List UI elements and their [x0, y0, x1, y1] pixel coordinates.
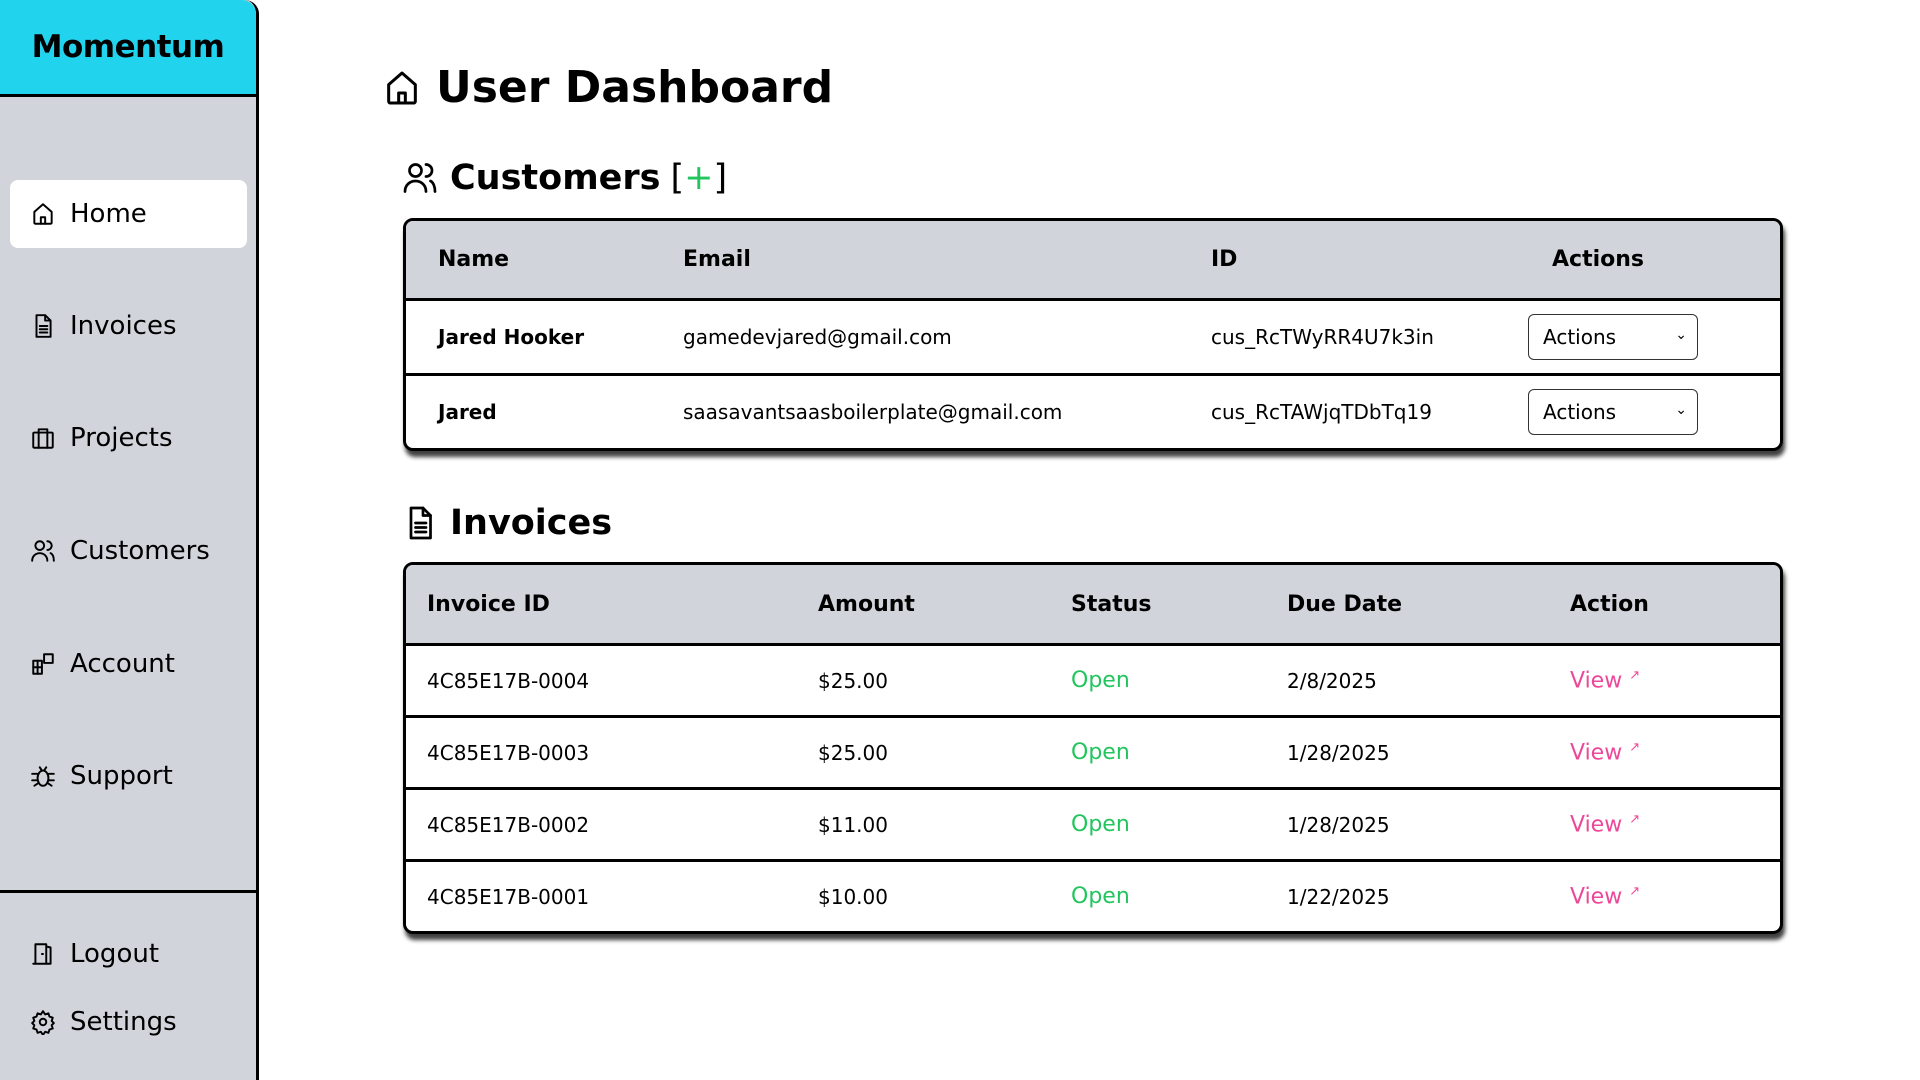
sidebar-item-label: Account [70, 649, 175, 679]
column-header: Status [1071, 591, 1152, 617]
home-icon [387, 71, 417, 104]
customers-heading-text: Customers [450, 158, 661, 198]
view-invoice-link[interactable]: View ↗ [1570, 884, 1640, 909]
sidebar-item-label: Support [70, 761, 173, 791]
home-icon [33, 203, 53, 225]
invoice-amount: $25.00 [818, 668, 888, 693]
invoices-heading-text: Invoices [450, 503, 613, 543]
account-icon [32, 653, 54, 675]
external-link-icon: ↗ [1629, 667, 1641, 683]
customers-table: Name Email ID Actions Jared Hooker gamed… [403, 218, 1783, 451]
add-customer-button[interactable]: [+] [671, 158, 728, 198]
sidebar-item-settings[interactable]: Settings [10, 988, 247, 1056]
users-icon [31, 540, 55, 562]
customers-heading: Customers [+] [402, 158, 727, 198]
invoice-amount: $25.00 [818, 740, 888, 765]
view-label: View [1570, 740, 1623, 766]
sidebar-item-home[interactable]: Home [10, 180, 247, 248]
gear-icon [31, 1010, 55, 1035]
invoice-due-date: 2/8/2025 [1287, 668, 1377, 693]
view-invoice-link[interactable]: View ↗ [1570, 668, 1640, 693]
chevron-down-icon: ⌄ [1675, 327, 1687, 343]
customer-id: cus_RcTAWjqTDbTq19 [1211, 400, 1432, 424]
invoice-id: 4C85E17B-0003 [427, 740, 590, 765]
column-header: Action [1570, 591, 1649, 617]
select-value: Actions [1543, 325, 1617, 349]
invoices-table: Invoice ID Amount Status Due Date Action… [403, 562, 1783, 934]
table-row: 4C85E17B-0001 $10.00 Open 1/22/2025 View… [406, 859, 1780, 931]
view-label: View [1570, 884, 1623, 910]
bug-icon [31, 766, 55, 787]
column-header: Amount [818, 591, 915, 617]
select-value: Actions [1543, 400, 1617, 424]
sidebar-item-invoices[interactable]: Invoices [10, 292, 247, 360]
status-badge: Open [1071, 740, 1130, 765]
customer-id: cus_RcTWyRR4U7k3in [1211, 325, 1434, 349]
sidebar-item-support[interactable]: Support [10, 742, 247, 810]
sidebar-item-label: Logout [70, 939, 160, 969]
invoice-due-date: 1/28/2025 [1287, 740, 1390, 765]
invoice-due-date: 1/22/2025 [1287, 884, 1390, 909]
view-invoice-link[interactable]: View ↗ [1570, 740, 1640, 765]
invoice-id: 4C85E17B-0001 [427, 884, 590, 909]
customer-name: Jared Hooker [438, 325, 585, 349]
column-header: Name [438, 247, 510, 272]
table-header: Name Email ID Actions [406, 221, 1780, 298]
customer-email: gamedevjared@gmail.com [683, 325, 952, 349]
view-label: View [1570, 668, 1623, 694]
customer-name: Jared [438, 400, 497, 424]
invoice-id: 4C85E17B-0002 [427, 812, 590, 837]
status-badge: Open [1071, 884, 1130, 909]
door-icon [32, 943, 52, 965]
plus-icon: + [684, 158, 714, 198]
sidebar-item-label: Settings [70, 1007, 177, 1037]
table-row: Jared saasavantsaasboilerplate@gmail.com… [406, 373, 1780, 448]
actions-select[interactable]: Actions ⌄ [1528, 314, 1698, 360]
status-badge: Open [1071, 812, 1130, 837]
column-header: Email [683, 247, 751, 272]
briefcase-icon [32, 428, 54, 449]
sidebar-item-label: Invoices [70, 311, 177, 341]
invoice-due-date: 1/28/2025 [1287, 812, 1390, 837]
sidebar-item-account[interactable]: Account [10, 630, 247, 698]
file-text-icon [409, 506, 432, 540]
invoice-amount: $11.00 [818, 812, 888, 837]
chevron-down-icon: ⌄ [1675, 402, 1687, 418]
column-header: Due Date [1287, 591, 1403, 617]
table-header: Invoice ID Amount Status Due Date Action [406, 565, 1780, 643]
table-row: Jared Hooker gamedevjared@gmail.com cus_… [406, 298, 1780, 373]
invoices-heading: Invoices [402, 502, 612, 544]
external-link-icon: ↗ [1629, 739, 1641, 755]
sidebar-divider [0, 890, 256, 893]
status-badge: Open [1071, 668, 1130, 693]
column-header: ID [1211, 247, 1238, 272]
sidebar: Momentum Home Invoices Projects Customer… [0, 0, 259, 1080]
sidebar-item-label: Home [70, 199, 147, 229]
customer-email: saasavantsaasboilerplate@gmail.com [683, 400, 1063, 424]
users-icon [403, 163, 437, 193]
sidebar-item-logout[interactable]: Logout [10, 920, 247, 988]
actions-select[interactable]: Actions ⌄ [1528, 389, 1698, 435]
invoice-id: 4C85E17B-0004 [427, 668, 590, 693]
sidebar-item-customers[interactable]: Customers [10, 517, 247, 585]
view-invoice-link[interactable]: View ↗ [1570, 812, 1640, 837]
brand-logo[interactable]: Momentum [0, 0, 256, 97]
page-title-text: User Dashboard [436, 62, 834, 113]
bracket: [ [670, 158, 685, 198]
external-link-icon: ↗ [1629, 883, 1641, 899]
view-label: View [1570, 812, 1623, 838]
sidebar-item-label: Customers [70, 536, 210, 566]
invoice-amount: $10.00 [818, 884, 888, 909]
page-title: User Dashboard [382, 62, 833, 113]
sidebar-item-projects[interactable]: Projects [10, 404, 247, 472]
external-link-icon: ↗ [1629, 811, 1641, 827]
table-row: 4C85E17B-0002 $11.00 Open 1/28/2025 View… [406, 787, 1780, 859]
column-header: Invoice ID [427, 591, 550, 617]
bracket: ] [713, 158, 728, 198]
file-text-icon [35, 314, 52, 338]
column-header: Actions [1552, 247, 1644, 272]
table-row: 4C85E17B-0004 $25.00 Open 2/8/2025 View … [406, 643, 1780, 715]
sidebar-item-label: Projects [70, 423, 173, 453]
table-row: 4C85E17B-0003 $25.00 Open 1/28/2025 View… [406, 715, 1780, 787]
